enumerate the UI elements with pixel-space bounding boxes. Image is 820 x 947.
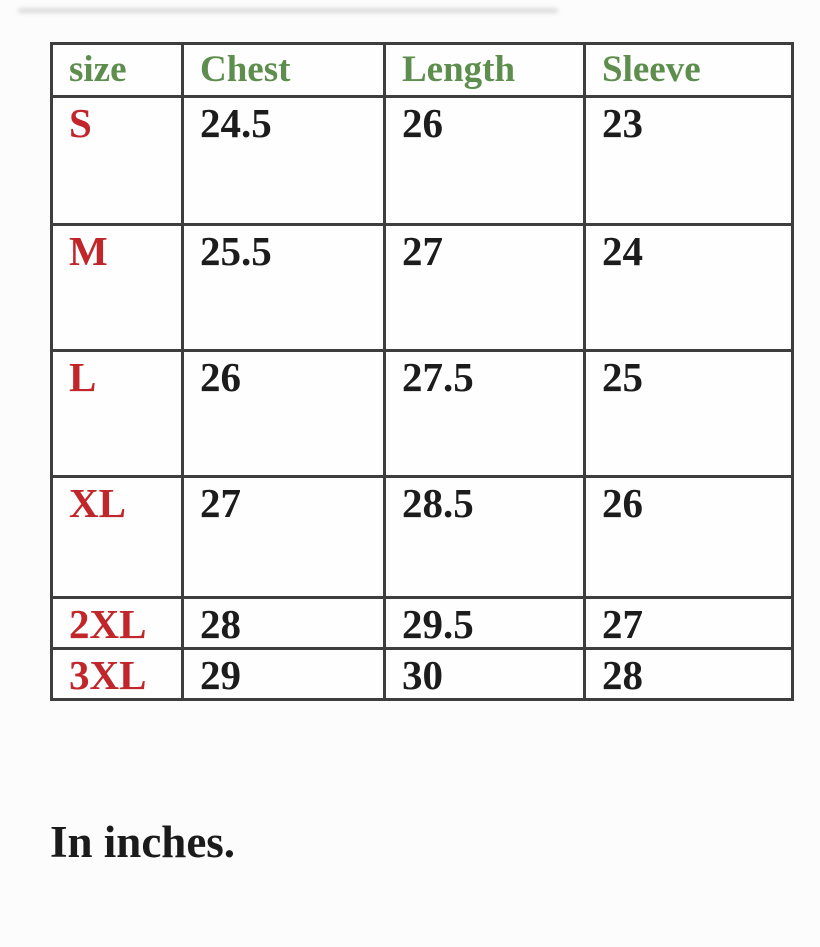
sleeve-value: 26 — [583, 475, 794, 599]
table-row-xl: XL 27 28.5 26 — [50, 475, 794, 599]
chest-value: 29 — [181, 647, 386, 702]
column-header-size: size — [50, 42, 184, 98]
table-row-l: L 26 27.5 25 — [50, 349, 794, 478]
size-label: L — [50, 349, 184, 478]
length-value: 26 — [383, 95, 586, 226]
length-value: 28.5 — [383, 475, 586, 599]
table-row-3xl: 3XL 29 30 28 — [50, 647, 794, 702]
chest-value: 25.5 — [181, 223, 386, 352]
size-chart-table: size Chest Length Sleeve S 24.5 26 23 M … — [50, 42, 794, 702]
table-row-s: S 24.5 26 23 — [50, 95, 794, 226]
column-header-length: Length — [383, 42, 586, 98]
column-header-sleeve: Sleeve — [583, 42, 794, 98]
chest-value: 26 — [181, 349, 386, 478]
sleeve-value: 28 — [583, 647, 794, 702]
length-value: 30 — [383, 647, 586, 702]
chest-value: 24.5 — [181, 95, 386, 226]
size-label: 2XL — [50, 595, 184, 651]
column-header-chest: Chest — [181, 42, 386, 98]
sleeve-value: 25 — [583, 349, 794, 478]
size-chart-header: size Chest Length Sleeve — [50, 42, 794, 98]
table-row-m: M 25.5 27 24 — [50, 223, 794, 352]
header-row: size Chest Length Sleeve — [50, 42, 794, 98]
chest-value: 27 — [181, 475, 386, 599]
size-label: M — [50, 223, 184, 352]
length-value: 29.5 — [383, 595, 586, 651]
table-row-2xl: 2XL 28 29.5 27 — [50, 595, 794, 651]
size-label: S — [50, 95, 184, 226]
sleeve-value: 23 — [583, 95, 794, 226]
unit-note: In inches. — [50, 817, 236, 867]
sleeve-value: 27 — [583, 595, 794, 651]
size-label: 3XL — [50, 647, 184, 702]
sleeve-value: 24 — [583, 223, 794, 352]
size-chart-body: S 24.5 26 23 M 25.5 27 24 L 26 27.5 25 X… — [50, 95, 794, 702]
length-value: 27 — [383, 223, 586, 352]
scan-artifact — [18, 8, 558, 13]
length-value: 27.5 — [383, 349, 586, 478]
size-label: XL — [50, 475, 184, 599]
chest-value: 28 — [181, 595, 386, 651]
